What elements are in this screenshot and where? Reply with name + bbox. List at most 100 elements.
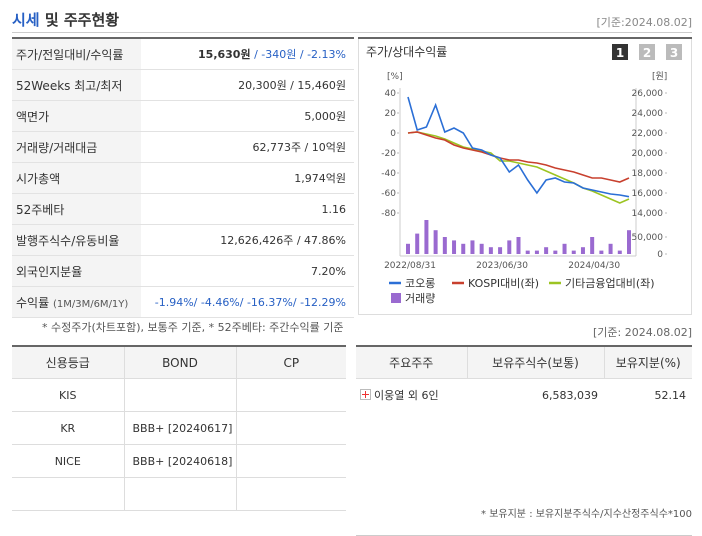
legend-label: 코오롱 — [405, 277, 435, 290]
volume-bar — [599, 250, 604, 254]
credit-header: 신용등급 BOND CP — [12, 346, 346, 379]
value-text: 1,974억원 — [294, 172, 346, 185]
value-text: 15,630원 — [198, 48, 251, 61]
agency-cell: KIS — [12, 378, 124, 412]
credit-row: KIS — [12, 378, 346, 412]
expand-icon[interactable] — [360, 389, 371, 400]
volume-bar — [617, 250, 622, 254]
credit-table: 신용등급 BOND CP KIS KR BBB+ [20240617] NICE BBB… — [12, 345, 346, 511]
info-row: 발행주식수/유동비율 12,626,426주 / 47.86% — [12, 224, 354, 256]
volume-bar — [562, 243, 567, 254]
volume-bar — [516, 237, 521, 254]
legend-label: 기타금융업대비(좌) — [565, 277, 655, 290]
x-tick-label: 2022/08/31 — [384, 261, 436, 271]
period-button-label[interactable]: 2 — [643, 46, 651, 60]
volume-bar — [479, 243, 484, 254]
cp-cell — [235, 378, 346, 412]
tick-label: 40 — [385, 89, 397, 99]
holders-table: 주요주주 보유주식수(보통) 보유지분(%) 이웅열 외 6인 6,583,039… — [356, 345, 692, 536]
value-text: 12,626,426주 / 47.86% — [220, 234, 346, 247]
info-body: 주가/전일대비/수익률 15,630원 / -340원 / -2.13% 52Wee… — [12, 38, 354, 318]
x-tick-label: 2023/06/30 — [476, 261, 528, 271]
header-cell: 보유지분(%) — [603, 346, 692, 379]
header-cell: 신용등급 — [12, 346, 124, 379]
info-row: 액면가 5,000원 — [12, 100, 354, 132]
bond-cell — [123, 477, 236, 511]
volume-bar — [452, 240, 457, 254]
bond-cell — [123, 378, 236, 412]
period-button[interactable] — [639, 44, 655, 60]
info-label: 52Weeks 최고/최저 — [12, 69, 141, 101]
info-label: 주가/전일대비/수익률 — [12, 38, 141, 70]
volume-bar — [534, 250, 539, 254]
tick-label: 0 — [657, 250, 663, 260]
header-cell: 보유주식수(보통) — [466, 346, 604, 379]
info-label: 거래량/거래대금 — [12, 131, 141, 163]
base-date: [기준:2024.08.02] — [596, 16, 692, 29]
tick-label: 50,000 — [632, 233, 664, 243]
volume-bar — [608, 243, 613, 254]
holder-pct: 52.14 — [654, 388, 687, 402]
info-label: 액면가 — [12, 100, 141, 132]
label-text: 52주베타 — [16, 202, 65, 217]
label-text: 수익률 — [16, 295, 50, 310]
period-button[interactable] — [666, 44, 682, 60]
holder-row: 이웅열 외 6인 6,583,039 52.14 — [356, 379, 692, 412]
info-value: 1,974억원 — [141, 162, 354, 194]
info-row: 52주베타 1.16 — [12, 193, 354, 225]
holders-note: * 보유지분 : 보유지분주식수/지수산정주식수*100 — [481, 509, 692, 520]
chart-base-date: [기준: 2024.08.02] — [592, 326, 692, 339]
header-cell: 주요주주 — [356, 346, 467, 379]
volume-bar — [580, 247, 585, 254]
label-sub: (1M/3M/6M/1Y) — [52, 298, 129, 310]
y-unit: [%] — [387, 72, 403, 82]
value-change: / -340원 / -2.13% — [254, 48, 346, 61]
value-text: 5,000원 — [304, 110, 346, 123]
credit-row: NICE BBB+ [20240618] — [12, 444, 346, 478]
info-row: 외국인지분율 7.20% — [12, 255, 354, 287]
value-change: -1.94%/ -4.46%/ -16.37%/ -12.29% — [154, 295, 346, 309]
chart: 주가/상대수익률 [%] [원] 40200-20-40-60-8026,000… — [358, 37, 692, 315]
tick-label: -60 — [381, 189, 396, 199]
legend-label: KOSPI대비(좌) — [468, 277, 539, 290]
agency-cell — [12, 477, 124, 511]
holders-header: 주요주주 보유주식수(보통) 보유지분(%) — [356, 346, 692, 379]
volume-bar — [553, 250, 558, 254]
volume-bar — [406, 243, 410, 254]
agency-cell: NICE — [12, 444, 124, 478]
volume-bar — [488, 247, 493, 254]
series-line — [407, 131, 630, 204]
label-text: 52Weeks 최고/최저 — [16, 78, 123, 93]
bond-cell: BBB+ [20240618] — [123, 444, 236, 478]
tick-label: 22,000 — [632, 129, 664, 139]
info-value: 7.20% — [141, 255, 354, 287]
info-row: 주가/전일대비/수익률 15,630원 / -340원 / -2.13% — [12, 38, 354, 70]
period-button[interactable] — [612, 44, 628, 60]
tick-label: 14,000 — [632, 209, 664, 219]
info-label: 수익률 (1M/3M/6M/1Y) — [12, 286, 141, 318]
info-row: 시가총액 1,974억원 — [12, 162, 354, 194]
credit-body: KIS KR BBB+ [20240617] NICE BBB+ [20240618] — [12, 378, 346, 511]
tick-label: 18,000 — [632, 169, 664, 179]
title-main: 시세 — [12, 11, 40, 29]
bond-cell: BBB+ [20240617] — [123, 411, 236, 445]
page: 시세 및 주주현황 [기준:2024.08.02] 주가/전일대비/수익률 15,… — [12, 11, 692, 536]
value-text: 20,300원 / 15,460원 — [238, 79, 346, 92]
legend-swatch — [391, 293, 401, 303]
chart-title: 주가/상대수익률 — [366, 45, 447, 59]
cp-cell — [235, 411, 346, 445]
cp-cell — [235, 444, 346, 478]
volume-bar — [424, 220, 429, 254]
period-button-label[interactable]: 1 — [616, 46, 624, 60]
info-row: 수익률 (1M/3M/6M/1Y) -1.94%/ -4.46%/ -16.37… — [12, 286, 354, 318]
period-button-label[interactable]: 3 — [670, 46, 678, 60]
info-row: 거래량/거래대금 62,773주 / 10억원 — [12, 131, 354, 163]
info-table: 주가/전일대비/수익률 15,630원 / -340원 / -2.13% 52Wee… — [12, 37, 354, 318]
series-line — [407, 131, 630, 183]
label-text: 외국인지분율 — [16, 264, 83, 279]
tick-label: 26,000 — [632, 89, 664, 99]
label-text: 액면가 — [16, 109, 50, 124]
info-value: 62,773주 / 10억원 — [141, 131, 354, 163]
info-label: 시가총액 — [12, 162, 141, 194]
tick-label: -40 — [381, 169, 396, 179]
